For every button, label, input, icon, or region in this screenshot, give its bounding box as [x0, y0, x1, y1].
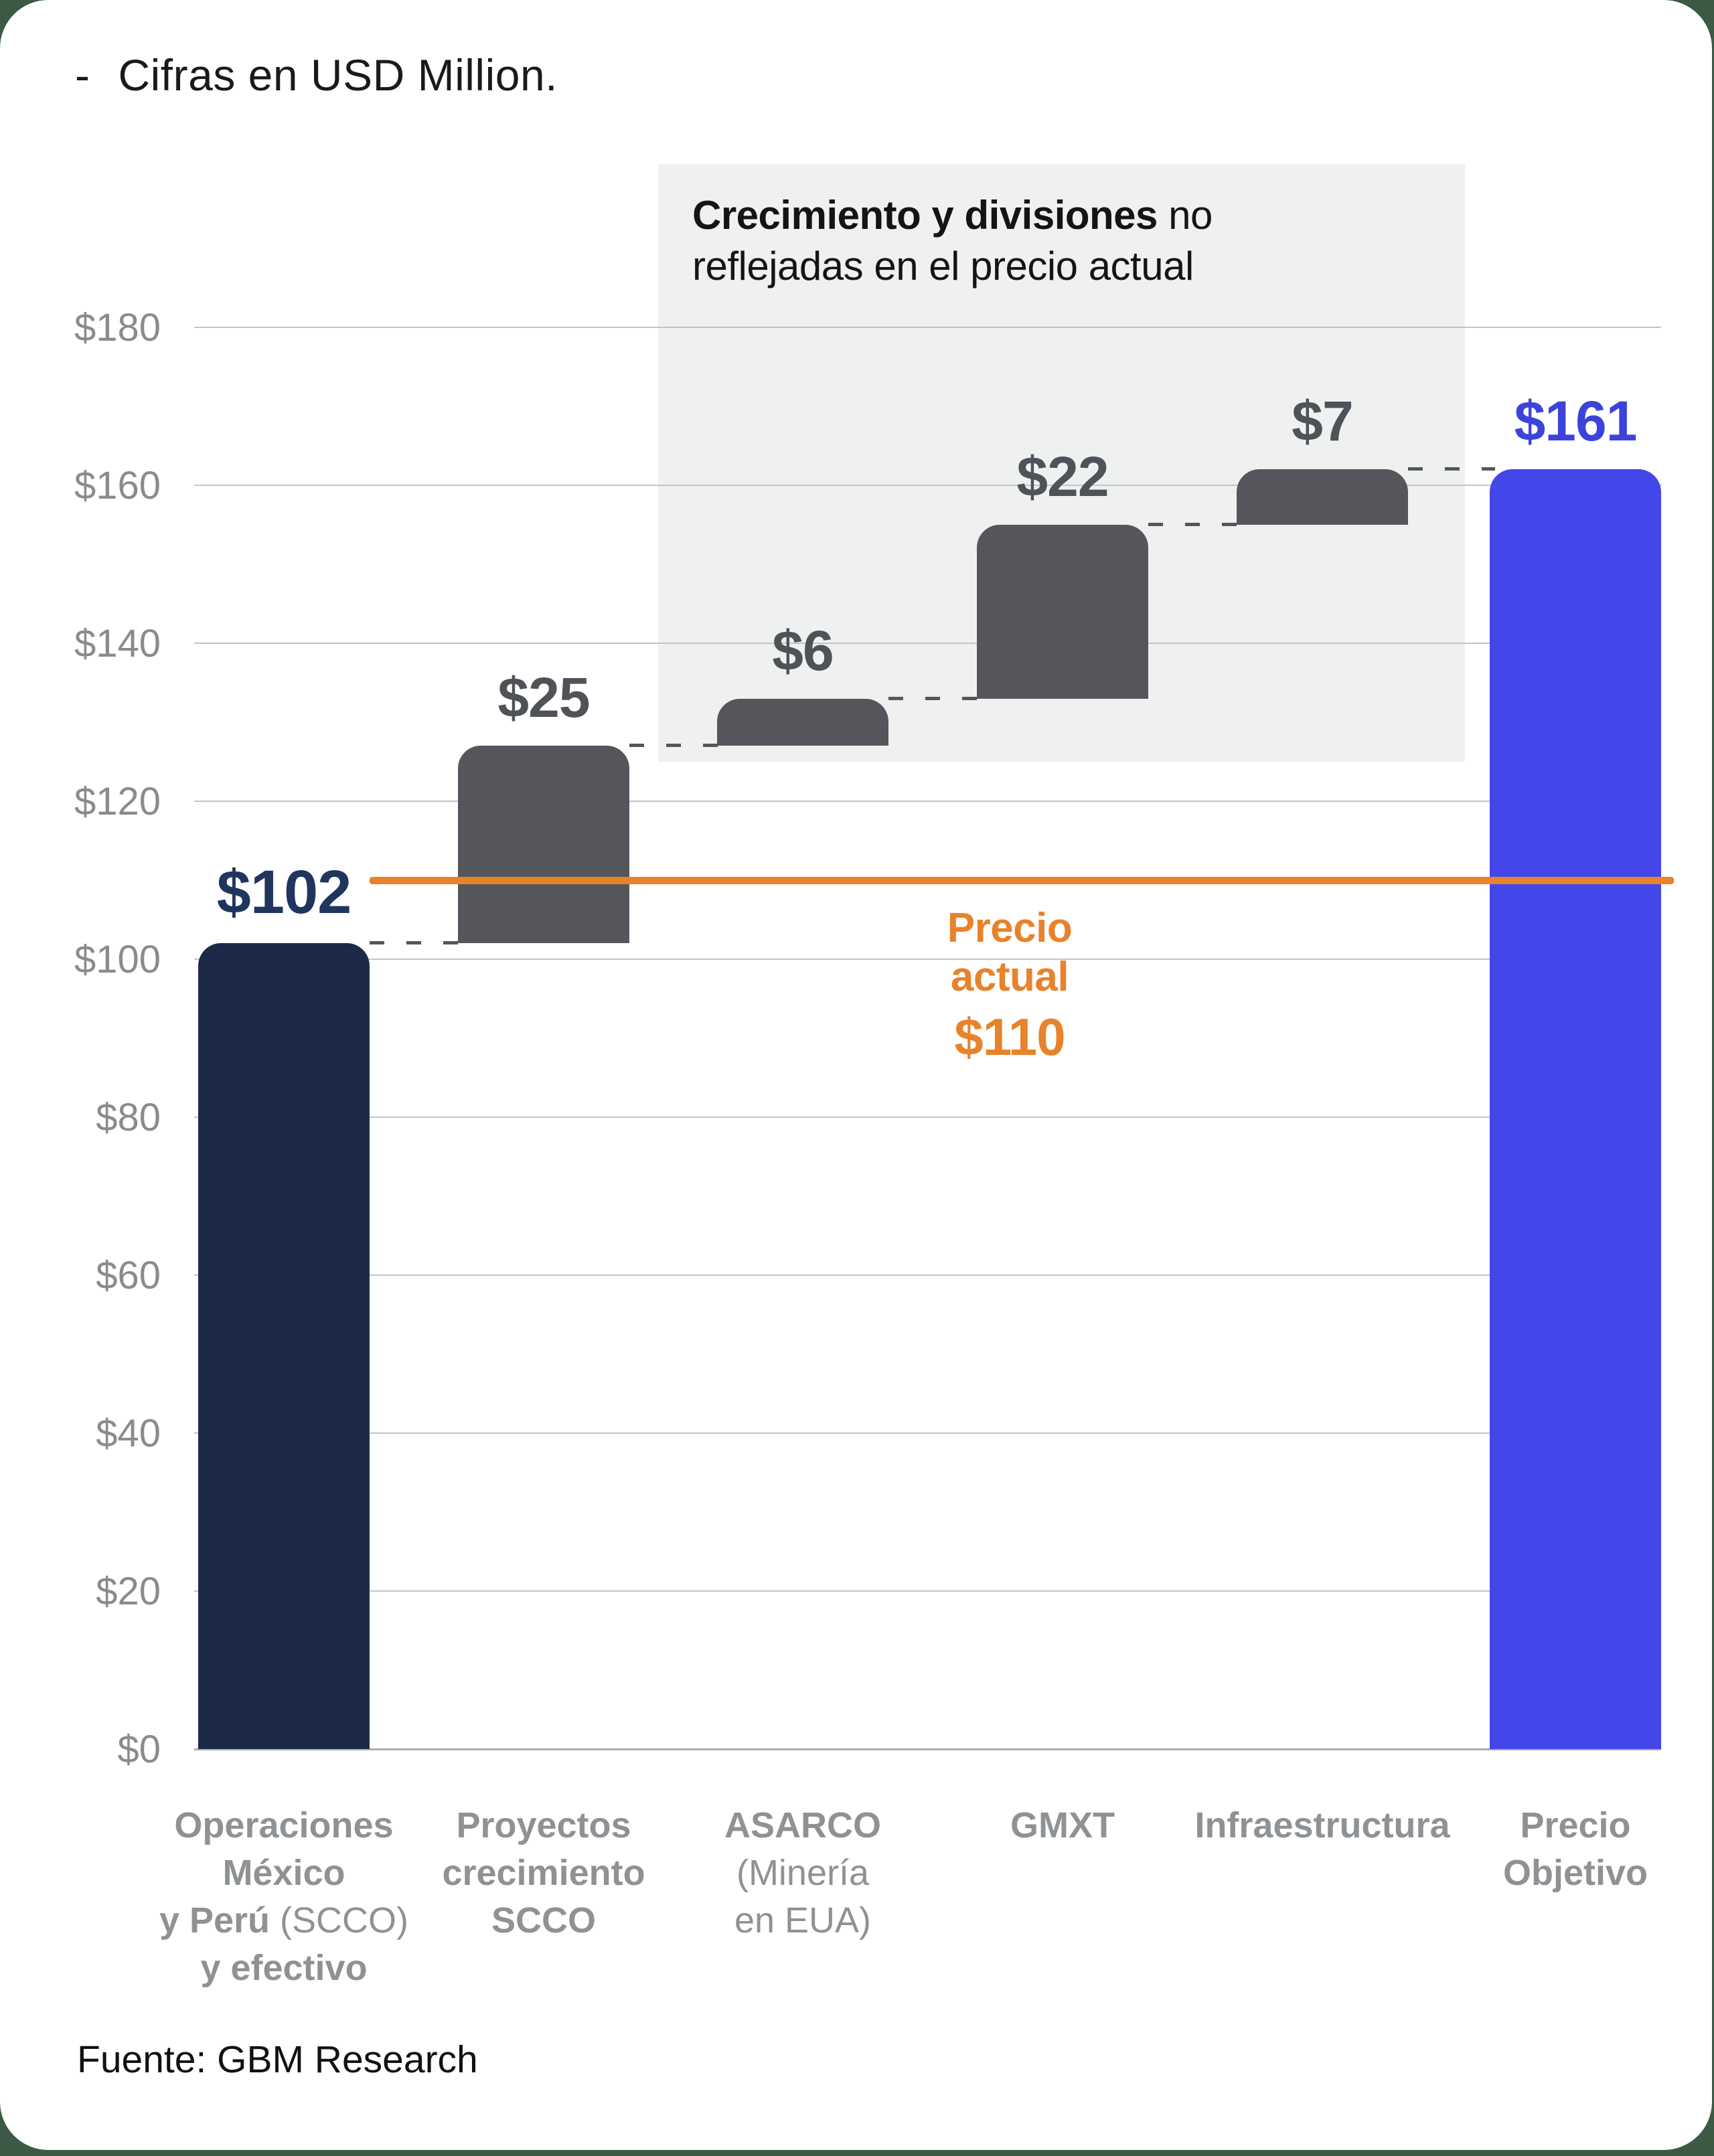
y-axis-label-180: $180 [74, 306, 161, 349]
title-text: Cifras en USD Million. [118, 50, 558, 100]
connector-5 [1408, 467, 1495, 471]
category-label-infraestructura: Infraestructura [1194, 1805, 1450, 1845]
title-dash: - [75, 50, 90, 100]
bar-value-gmxt: $22 [1016, 445, 1109, 508]
growth-annotation-text: Crecimiento y divisiones no reflejadas e… [692, 190, 1213, 292]
annotation-line-1: Crecimiento y divisiones no [692, 193, 1213, 238]
gridline-140 [194, 643, 1661, 644]
annotation-line-2: reflejadas en el precio actual [692, 244, 1194, 288]
connector-2 [629, 744, 722, 747]
bar-proyectos-crecimiento-scco [458, 746, 629, 943]
y-axis-label-160: $160 [74, 464, 161, 507]
y-axis-label-120: $120 [74, 780, 161, 823]
y-axis-label-40: $40 [96, 1412, 161, 1455]
gridline-20 [194, 1590, 1661, 1592]
price-label-value: $110 [954, 1007, 1065, 1066]
category-label-gmxt: GMXT [1010, 1805, 1115, 1845]
bar-value-proyectos-crecimiento-scco: $25 [497, 666, 590, 729]
current-price-line [370, 877, 1674, 884]
connector-3 [888, 697, 982, 700]
connector-4 [1148, 523, 1242, 526]
bar-gmxt [977, 525, 1148, 699]
bar-infraestructura [1237, 469, 1408, 525]
category-label-proyectos-crecimiento-scco: Proyectos crecimiento SCCO [442, 1805, 645, 1940]
gridline-100 [194, 959, 1661, 960]
category-label-operaciones-m-xico-y-per-scco-y-efectivo: Operaciones México y Perú (SCCO) y efectivo [159, 1805, 409, 1988]
y-axis-label-20: $20 [96, 1570, 161, 1613]
price-label-line1: Precio [947, 905, 1073, 951]
connector-1 [370, 941, 463, 944]
bar-value-asarco-miner-a-en-eua: $6 [772, 619, 834, 682]
gridline-40 [194, 1432, 1661, 1434]
bar-value-infraestructura: $7 [1292, 390, 1353, 452]
current-price-label: Precio actual $110 [862, 904, 1157, 1066]
gridline-180 [194, 327, 1661, 328]
y-axis-label-60: $60 [96, 1254, 161, 1297]
y-axis-label-80: $80 [96, 1096, 161, 1139]
gridline-60 [194, 1274, 1661, 1276]
bar-value-operaciones-m-xico-y-per-scco-y-efectivo: $102 [216, 858, 352, 926]
source-note: Fuente: GBM Research [77, 2038, 478, 2081]
gridline-80 [194, 1116, 1661, 1118]
bar-asarco-miner-a-en-eua [717, 699, 888, 746]
gridline-0 [194, 1748, 1661, 1750]
y-axis-label-140: $140 [74, 622, 161, 665]
bar-operaciones-m-xico-y-per-scco-y-efectivo [198, 943, 370, 1749]
chart-title: - Cifras en USD Million. [75, 50, 558, 100]
gridline-120 [194, 801, 1661, 802]
category-label-precio-objetivo: Precio Objetivo [1502, 1805, 1648, 1893]
y-axis-label-0: $0 [117, 1728, 161, 1771]
price-label-line2: actual [950, 954, 1069, 1000]
y-axis-label-100: $100 [74, 938, 161, 981]
gridline-160 [194, 485, 1661, 486]
bar-precio-objetivo [1490, 469, 1661, 1749]
bar-value-precio-objetivo: $161 [1514, 390, 1638, 452]
category-label-asarco-miner-a-en-eua: ASARCO (Minería en EUA) [724, 1805, 881, 1940]
